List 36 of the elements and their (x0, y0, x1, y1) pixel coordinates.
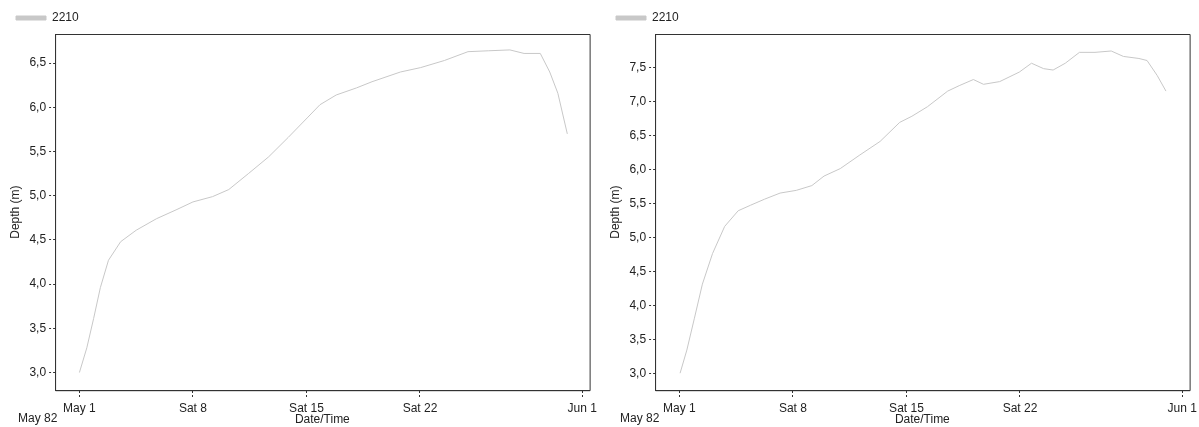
x-axis-title: Date/Time (294, 412, 351, 427)
x-tick-label: Sat 15 (889, 400, 925, 415)
x-tick-label: May 1 (63, 400, 97, 415)
y-tick-label: 5,5 (29, 143, 47, 158)
y-tick-label: 7,0 (629, 93, 647, 108)
y-axis-title: Depth (m) (7, 185, 22, 239)
legend-label: 2210 (652, 10, 680, 25)
text: May 82 (18, 411, 58, 426)
x-tick-label: May 1 (663, 400, 697, 415)
x-tick-label: Jun 1 (1167, 400, 1198, 415)
x-tick-label: Sat 8 (178, 400, 208, 415)
x-tick-label: Sat 22 (1002, 400, 1038, 415)
x-tick-label: Sat 8 (778, 400, 808, 415)
legend-label: 2210 (52, 10, 80, 25)
y-tick-label: 3,0 (629, 365, 647, 380)
y-tick-label: 5,0 (29, 188, 47, 203)
x-axis-title: Date/Time (894, 412, 951, 427)
y-tick-label: 5,5 (629, 195, 647, 210)
y-tick-label: 4,0 (629, 297, 647, 312)
y-tick-label: 4,0 (29, 276, 47, 291)
x-tick-label: Sat 15 (289, 400, 325, 415)
x-tick-label: Jun 1 (567, 400, 598, 415)
x-tick-label: Sat 22 (402, 400, 438, 415)
y-tick-label: 7,5 (629, 59, 647, 74)
y-tick-label: 3,0 (29, 364, 47, 379)
text: May 82 (620, 411, 660, 426)
y-axis-title: Depth (m) (607, 185, 622, 239)
y-tick-label: 6,0 (629, 161, 647, 176)
y-tick-label: 4,5 (629, 263, 647, 278)
y-tick-label: 3,5 (629, 331, 647, 346)
y-tick-label: 4,5 (29, 232, 47, 247)
y-tick-label: 5,0 (629, 229, 647, 244)
y-tick-label: 3,5 (29, 320, 47, 335)
y-tick-label: 6,5 (29, 55, 47, 70)
y-tick-label: 6,5 (629, 127, 647, 142)
y-tick-label: 6,0 (29, 99, 47, 114)
